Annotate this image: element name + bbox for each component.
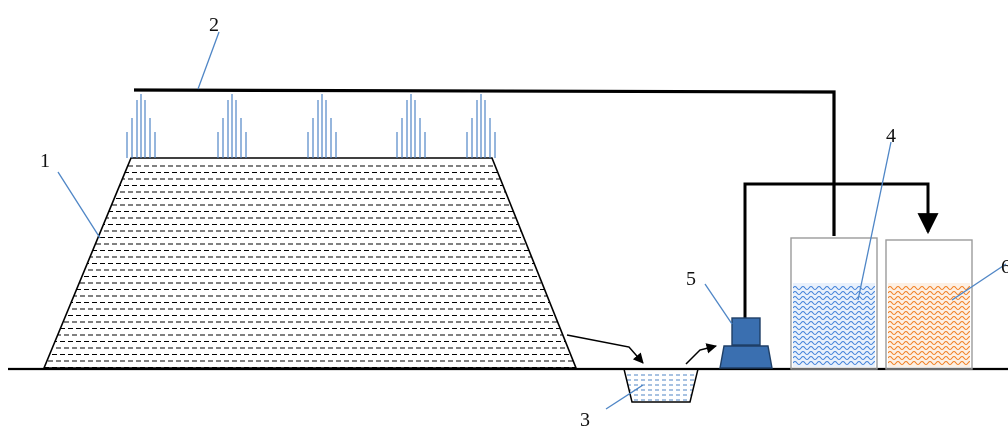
pump-base <box>719 345 773 369</box>
pump-head <box>731 317 761 346</box>
leader-line-5 <box>704 283 733 325</box>
callout-pump: 5 <box>686 268 696 290</box>
collection-basin <box>623 368 699 403</box>
wave-line-blue <box>793 336 875 340</box>
wave-line-orange <box>888 331 970 335</box>
wave-line-blue <box>793 326 875 330</box>
pump <box>719 317 773 369</box>
wave-line-blue <box>793 361 875 365</box>
wave-line-blue <box>793 341 875 345</box>
wave-line-orange <box>888 316 970 320</box>
wave-line-orange <box>888 356 970 360</box>
callout-pipe: 2 <box>209 14 219 36</box>
drain-arrow <box>566 334 644 364</box>
wave-line-blue <box>793 321 875 325</box>
wave-line-orange <box>888 296 970 300</box>
wave-line-blue <box>793 351 875 355</box>
wave-line-blue <box>793 331 875 335</box>
wave-line-orange <box>888 361 970 365</box>
tank-blue <box>790 237 878 370</box>
wave-line-orange <box>888 326 970 330</box>
callout-tank-orange: 6 <box>1001 256 1008 278</box>
wave-line-orange <box>888 306 970 310</box>
spray-pipe <box>133 88 836 236</box>
wave-line-blue <box>793 311 875 315</box>
wave-line-blue <box>793 291 875 295</box>
wave-line-blue <box>793 316 875 320</box>
wave-line-blue <box>793 346 875 350</box>
wave-line-orange <box>888 311 970 315</box>
wave-line-orange <box>888 286 970 290</box>
tank-orange <box>885 239 973 370</box>
basin-outline <box>623 368 699 403</box>
leader-line-1 <box>57 171 101 239</box>
leader-line-4 <box>857 141 892 301</box>
wave-line-orange <box>888 321 970 325</box>
basin-to-pump-arrow <box>685 343 718 365</box>
wave-line-blue <box>793 286 875 290</box>
wave-line-blue <box>793 296 875 300</box>
tank-blue-outline <box>790 237 878 370</box>
wave-line-orange <box>888 291 970 295</box>
tank-blue-liquid-waves <box>793 286 875 365</box>
heap-outline <box>42 157 578 369</box>
callout-basin: 3 <box>580 409 590 426</box>
wave-line-blue <box>793 356 875 360</box>
basin-hatch-pattern <box>624 374 698 401</box>
wave-line-orange <box>888 351 970 355</box>
wave-line-blue <box>793 306 875 310</box>
tank-orange-outline <box>885 239 973 370</box>
callout-heap: 1 <box>40 150 50 172</box>
wave-line-orange <box>888 336 970 340</box>
wave-line-orange <box>888 301 970 305</box>
callout-tank-blue: 4 <box>886 125 896 147</box>
wave-line-orange <box>888 346 970 350</box>
sprinkler-sprays <box>126 94 496 158</box>
heap-hatch-pattern <box>44 165 576 368</box>
heap-pile <box>42 157 578 369</box>
leader-line-2 <box>197 31 220 90</box>
wave-line-blue <box>793 301 875 305</box>
feed-pipe <box>743 182 939 318</box>
leader-line-3 <box>605 384 644 410</box>
wave-line-orange <box>888 341 970 345</box>
leader-line-6 <box>951 263 1007 301</box>
tank-orange-liquid-waves <box>888 286 970 365</box>
